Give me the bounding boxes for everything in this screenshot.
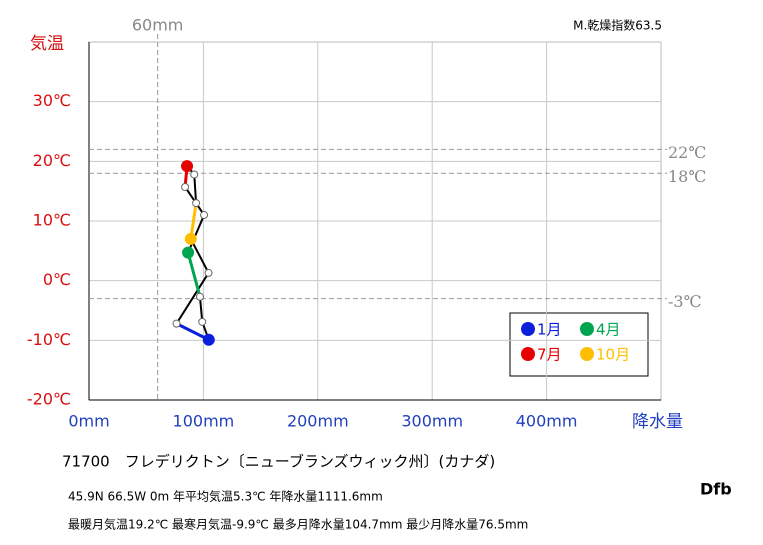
data-point <box>200 211 209 220</box>
info-line: 最暖月気温19.2℃ 最寒月気温-9.9℃ 最多月降水量104.7mm 最少月降… <box>68 517 528 532</box>
legend-marker <box>580 322 594 336</box>
reference-label: -3℃ <box>668 292 701 311</box>
x-tick-label: 300mm <box>401 412 463 431</box>
reference-label: 60mm <box>132 16 184 35</box>
data-point <box>195 292 204 301</box>
y-axis-label: 気温 <box>30 34 64 54</box>
info-line: 45.9N 66.5W 0m 年平均気温5.3℃ 年降水量1111.6mm <box>68 489 383 504</box>
highlight-segment <box>189 202 198 240</box>
data-point <box>192 199 201 208</box>
x-axis-label: 降水量 <box>632 412 683 432</box>
data-point <box>202 333 215 346</box>
data-point <box>172 319 181 328</box>
legend-label: 1月 <box>537 321 562 339</box>
highlight-segment <box>186 252 202 298</box>
legend-marker <box>521 322 535 336</box>
highlight-segment <box>175 322 210 342</box>
legend-marker <box>521 347 535 361</box>
data-point <box>181 182 190 191</box>
y-tick-label: 10℃ <box>33 211 71 230</box>
station-title: 71700 フレデリクトン〔ニューブランズウィック州〕(カナダ) <box>62 453 495 471</box>
legend-box <box>509 312 649 377</box>
y-tick-label: -20℃ <box>27 390 71 409</box>
y-tick-label: 0℃ <box>43 270 71 289</box>
y-tick-label: 20℃ <box>33 151 71 170</box>
annotation: M.乾燥指数63.5 <box>573 18 662 33</box>
legend-marker <box>580 347 594 361</box>
x-tick-label: 400mm <box>516 412 578 431</box>
reference-label: 18℃ <box>668 167 706 186</box>
x-tick-label: 100mm <box>173 412 235 431</box>
y-tick-label: 30℃ <box>33 91 71 110</box>
y-tick-label: -10℃ <box>27 330 71 349</box>
legend-label: 7月 <box>537 346 562 364</box>
data-point <box>204 268 213 277</box>
climate-code: Dfb <box>700 480 732 499</box>
data-point <box>182 246 195 259</box>
data-point <box>184 232 197 245</box>
legend-label: 4月 <box>596 321 621 339</box>
x-tick-label: 0mm <box>68 412 109 431</box>
data-point <box>190 170 199 179</box>
data-point <box>198 317 207 326</box>
reference-label: 22℃ <box>668 143 706 162</box>
legend-label: 10月 <box>596 346 630 364</box>
data-point <box>181 160 194 173</box>
x-tick-label: 200mm <box>287 412 349 431</box>
